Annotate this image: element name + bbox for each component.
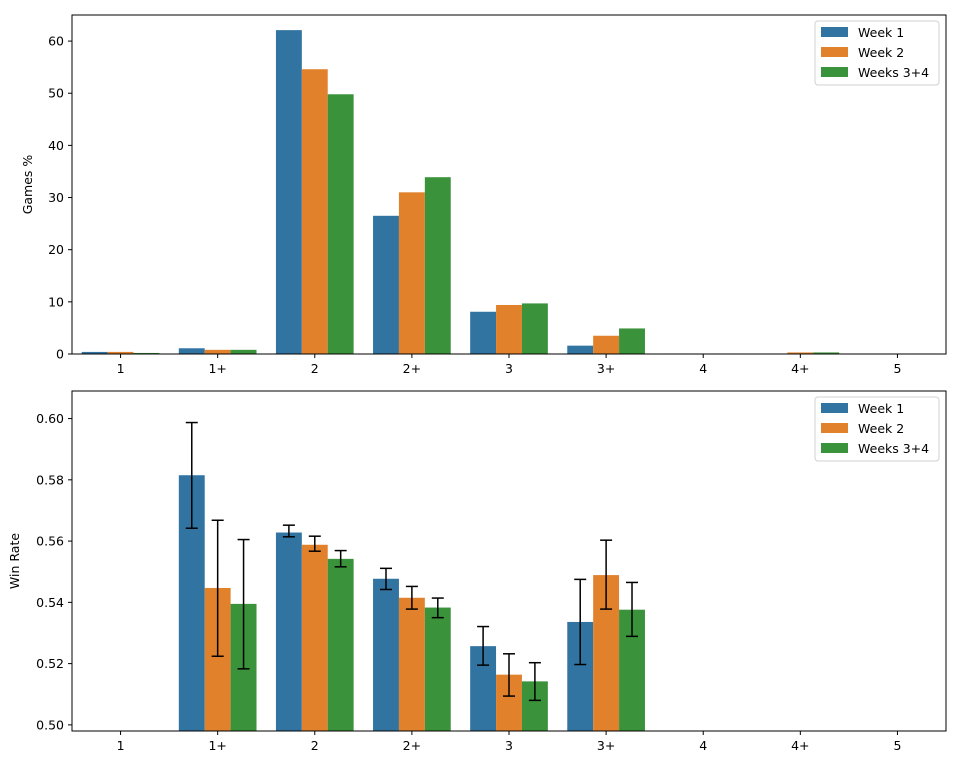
bar-weeks-3-plus4-2 [327, 558, 354, 731]
legend-label-week-1: Week 1 [858, 401, 904, 416]
error-bar-week-1-2-plus [379, 567, 392, 591]
win-rate-chart: 1 1+ 2 2+ 3 3+ 4 4+ 5 0.50 0.52 0.54 0.56 0.58 0.60 Win… [7, 390, 947, 753]
bar-week-2-2 [301, 69, 328, 355]
error-bar-weeks-3-plus4-1-plus [237, 538, 250, 670]
error-bar-weeks-3-plus4-2-plus [431, 597, 444, 619]
error-bar-week-1-3 [477, 625, 490, 666]
x-tick-label-3: 3 [505, 738, 513, 753]
x-tick-label-4: 4 [699, 361, 707, 376]
x-tick-label-1-plus: 1+ [208, 738, 226, 753]
error-bar-week-2-2-plus [405, 585, 418, 610]
error-bar-week-1-1-plus [185, 421, 198, 529]
bar-week-2-1 [107, 351, 134, 354]
bar-week-2-2-plus [398, 597, 425, 731]
bar-week-2-3-plus [593, 335, 620, 354]
legend-swatch-weeks-3-plus4 [821, 443, 848, 453]
y-tick-label: 0.56 [36, 534, 64, 549]
x-tick-label-2: 2 [311, 738, 319, 753]
error-bar-weeks-3-plus4-2 [334, 549, 347, 568]
legend-label-week-2: Week 2 [858, 45, 904, 60]
legend-swatch-week-1 [821, 403, 848, 413]
bar-week-2-4-plus [787, 352, 814, 354]
y-tick-label: 50 [48, 86, 64, 101]
bar-week-1-3 [470, 311, 497, 354]
legend-swatch-week-1 [821, 27, 848, 37]
x-tick-label-1: 1 [117, 361, 125, 376]
bar-weeks-3-plus4-3-plus [619, 328, 645, 354]
bar-week-2-3 [496, 304, 522, 354]
bar-week-1-3-plus [567, 345, 594, 354]
x-tick-label-5: 5 [893, 738, 901, 753]
legend: Week 1 Week 2 Weeks 3+4 [814, 20, 940, 86]
legend-label-week-1: Week 1 [858, 25, 904, 40]
error-bar-week-2-3 [503, 653, 515, 697]
y-tick-label: 10 [48, 294, 64, 309]
x-tick-label-2-plus: 2+ [403, 361, 421, 376]
bar-week-1-2 [275, 532, 302, 731]
bar-week-1-2-plus [373, 578, 399, 731]
y-tick-label: 0.52 [36, 656, 64, 671]
legend: Week 1 Week 2 Weeks 3+4 [814, 396, 940, 462]
legend-swatch-week-2 [821, 47, 848, 57]
x-tick-label-3-plus: 3+ [597, 361, 615, 376]
y-tick-label: 0.58 [36, 472, 64, 487]
y-axis-label: Win Rate [7, 533, 22, 589]
y-tick-label: 0.60 [36, 411, 64, 426]
x-tick-label-4-plus: 4+ [791, 361, 809, 376]
x-tick-label-3-plus: 3+ [597, 738, 615, 753]
bar-weeks-3-plus4-2 [327, 94, 354, 354]
y-tick-label: 20 [48, 242, 64, 257]
legend-swatch-weeks-3-plus4 [821, 67, 848, 77]
bar-weeks-3-plus4-2-plus [424, 177, 451, 354]
error-bar-week-2-3-plus [600, 539, 613, 610]
error-bar-week-1-2 [282, 524, 295, 538]
error-bar-weeks-3-plus4-3 [528, 661, 541, 702]
bar-week-1-1 [81, 351, 108, 354]
bar-week-2-1-plus [204, 349, 231, 354]
bar-weeks-3-plus4-4-plus [813, 352, 840, 354]
y-tick-label: 0.50 [36, 717, 64, 732]
y-axis-label: Games % [20, 155, 35, 215]
bar-weeks-3-plus4-1 [133, 352, 160, 354]
x-tick-label-2-plus: 2+ [403, 738, 421, 753]
x-tick-label-3: 3 [505, 361, 513, 376]
bar-week-1-2 [275, 30, 302, 355]
legend-label-weeks-3-plus4: Weeks 3+4 [858, 441, 929, 456]
x-tick-label-1-plus: 1+ [208, 361, 226, 376]
x-tick-label-2: 2 [311, 361, 319, 376]
bar-week-1-1-plus [178, 348, 205, 354]
error-bar-week-2-2 [308, 535, 321, 552]
x-tick-label-4-plus: 4+ [791, 738, 809, 753]
bar-weeks-3-plus4-3 [521, 303, 548, 354]
error-bar-weeks-3-plus4-3-plus [626, 581, 639, 638]
error-bar-week-2-1-plus [211, 519, 224, 658]
bar-weeks-3-plus4-1-plus [230, 349, 257, 354]
legend-label-week-2: Week 2 [858, 421, 904, 436]
bar-week-2-2-plus [398, 192, 425, 354]
y-tick-label: 60 [48, 34, 64, 49]
bar-weeks-3-plus4-2-plus [424, 607, 451, 731]
y-tick-label: 40 [48, 138, 64, 153]
legend-label-weeks-3-plus4: Weeks 3+4 [858, 65, 929, 80]
y-tick-label: 0 [56, 347, 64, 362]
y-tick-label: 0.54 [36, 595, 64, 610]
error-bar-week-1-3-plus [574, 578, 587, 666]
x-tick-label-4: 4 [699, 738, 707, 753]
bar-week-2-2 [301, 544, 328, 731]
y-tick-label: 30 [48, 190, 64, 205]
legend-swatch-week-2 [821, 423, 848, 433]
bar-week-1-2-plus [373, 215, 399, 354]
x-tick-label-1: 1 [117, 738, 125, 753]
x-tick-label-5: 5 [893, 361, 901, 376]
